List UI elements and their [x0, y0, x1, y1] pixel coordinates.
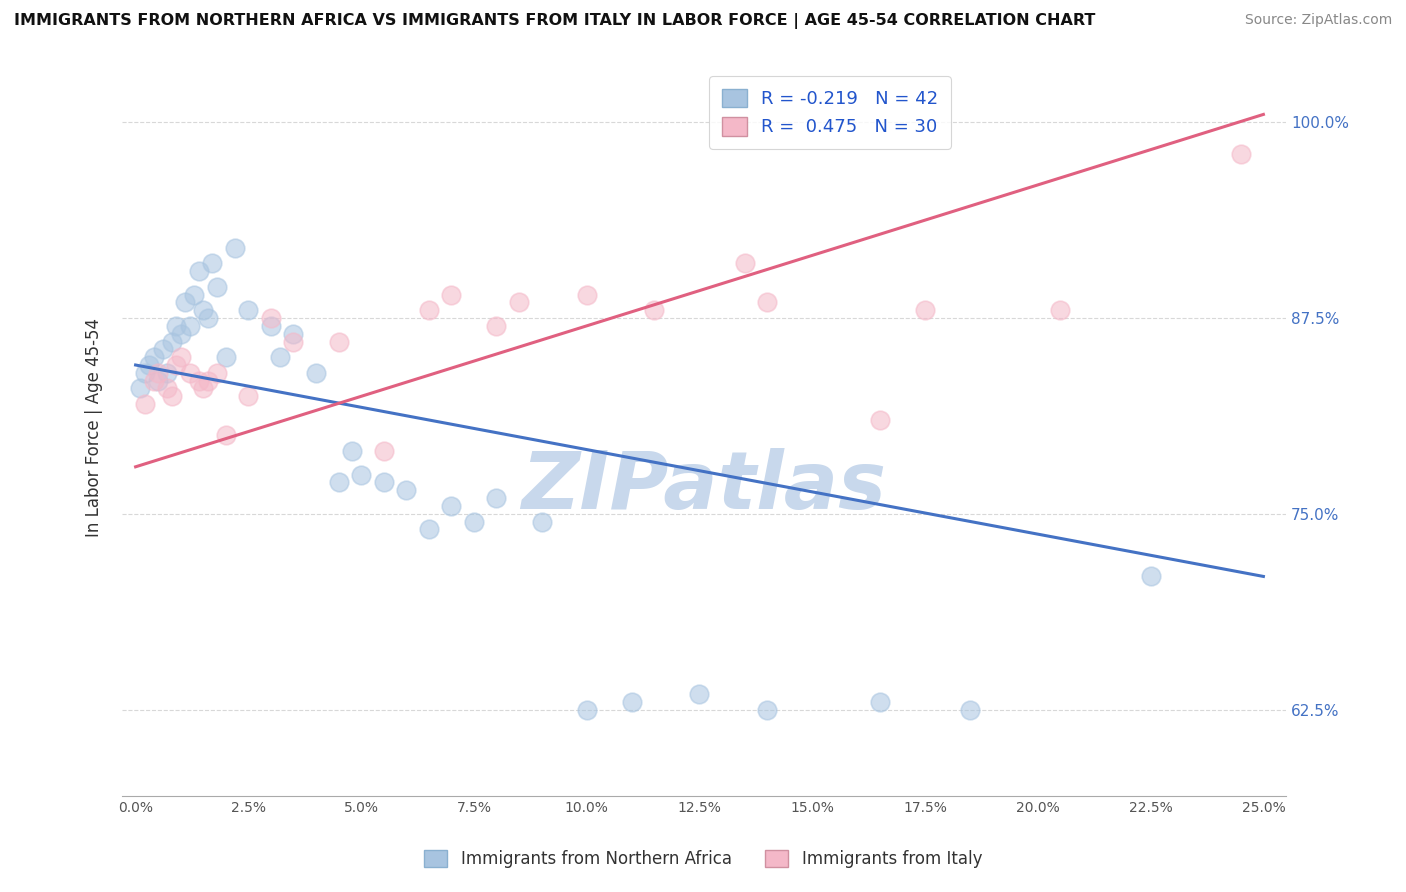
- Point: [156, 366, 179, 380]
- Point: [146, 366, 169, 380]
- Point: [160, 334, 183, 349]
- Point: [134, 366, 156, 380]
- Point: [142, 350, 165, 364]
- Point: [1139, 569, 1161, 583]
- Point: [373, 475, 395, 490]
- Point: [179, 318, 201, 333]
- Point: [869, 695, 891, 709]
- Point: [193, 382, 215, 396]
- Legend: R = -0.219   N = 42, R =  0.475   N = 30: R = -0.219 N = 42, R = 0.475 N = 30: [709, 76, 950, 149]
- Point: [160, 389, 183, 403]
- Text: Source: ZipAtlas.com: Source: ZipAtlas.com: [1244, 13, 1392, 28]
- Point: [170, 326, 193, 341]
- Point: [914, 303, 936, 318]
- Point: [1230, 146, 1253, 161]
- Point: [152, 343, 174, 357]
- Point: [643, 303, 665, 318]
- Point: [224, 241, 246, 255]
- Point: [620, 695, 643, 709]
- Point: [197, 311, 219, 326]
- Point: [215, 350, 238, 364]
- Point: [575, 702, 598, 716]
- Point: [395, 483, 418, 498]
- Point: [508, 295, 530, 310]
- Point: [260, 311, 283, 326]
- Point: [205, 366, 228, 380]
- Point: [260, 318, 283, 333]
- Point: [756, 295, 779, 310]
- Point: [238, 303, 260, 318]
- Point: [418, 303, 440, 318]
- Point: [734, 256, 756, 270]
- Point: [485, 491, 508, 505]
- Point: [328, 334, 350, 349]
- Point: [283, 326, 305, 341]
- Legend: Immigrants from Northern Africa, Immigrants from Italy: Immigrants from Northern Africa, Immigra…: [418, 843, 988, 875]
- Point: [179, 366, 201, 380]
- Point: [440, 499, 463, 513]
- Y-axis label: In Labor Force | Age 45-54: In Labor Force | Age 45-54: [86, 318, 103, 537]
- Point: [134, 397, 156, 411]
- Point: [142, 374, 165, 388]
- Point: [373, 444, 395, 458]
- Text: ZIPatlas: ZIPatlas: [522, 448, 887, 525]
- Point: [197, 374, 219, 388]
- Point: [146, 374, 169, 388]
- Point: [138, 358, 160, 372]
- Point: [201, 256, 224, 270]
- Point: [165, 358, 187, 372]
- Point: [340, 444, 363, 458]
- Point: [183, 287, 205, 301]
- Point: [485, 318, 508, 333]
- Point: [215, 428, 238, 442]
- Point: [187, 374, 209, 388]
- Point: [756, 702, 779, 716]
- Point: [575, 287, 598, 301]
- Point: [156, 382, 179, 396]
- Point: [187, 264, 209, 278]
- Point: [283, 334, 305, 349]
- Point: [440, 287, 463, 301]
- Point: [170, 350, 193, 364]
- Text: IMMIGRANTS FROM NORTHERN AFRICA VS IMMIGRANTS FROM ITALY IN LABOR FORCE | AGE 45: IMMIGRANTS FROM NORTHERN AFRICA VS IMMIG…: [14, 13, 1095, 29]
- Point: [129, 382, 152, 396]
- Point: [269, 350, 291, 364]
- Point: [165, 318, 187, 333]
- Point: [205, 279, 228, 293]
- Point: [350, 467, 373, 482]
- Point: [238, 389, 260, 403]
- Point: [463, 515, 485, 529]
- Point: [869, 413, 891, 427]
- Point: [1049, 303, 1071, 318]
- Point: [193, 303, 215, 318]
- Point: [689, 687, 711, 701]
- Point: [418, 523, 440, 537]
- Point: [530, 515, 553, 529]
- Point: [328, 475, 350, 490]
- Point: [305, 366, 328, 380]
- Point: [959, 702, 981, 716]
- Point: [174, 295, 197, 310]
